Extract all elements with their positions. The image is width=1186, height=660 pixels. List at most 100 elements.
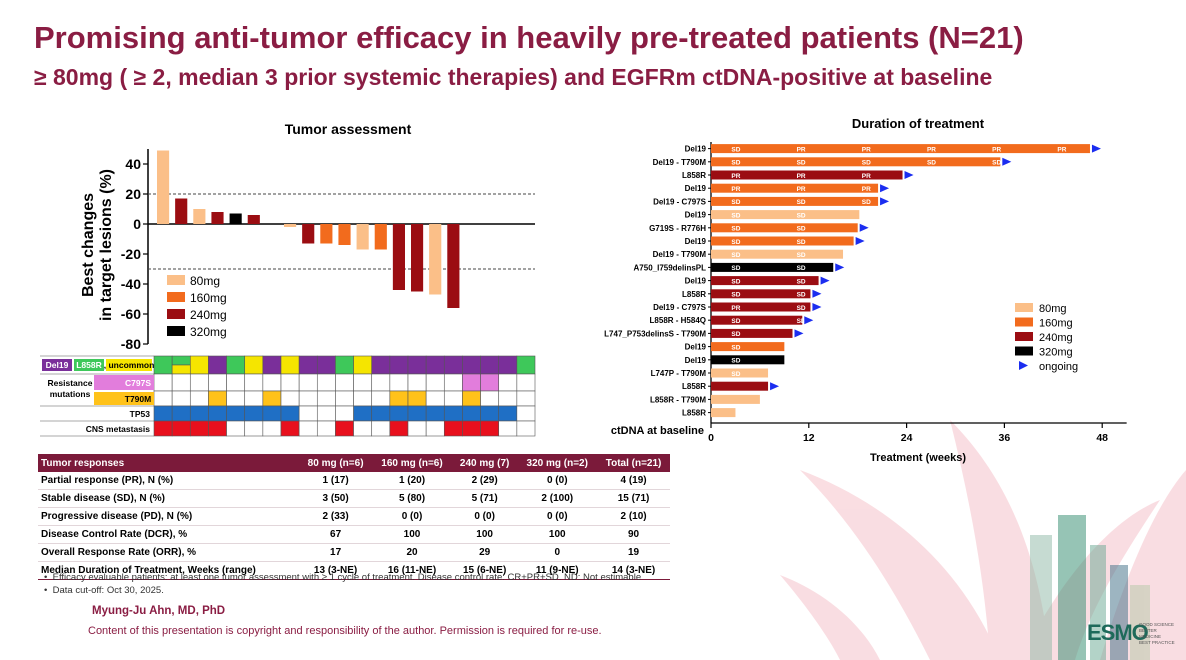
waterfall-legend-label: 160mg — [190, 291, 227, 305]
mutation-cell — [298, 390, 318, 407]
table-cell: 3 (50) — [299, 489, 373, 508]
t790m-label-bg — [94, 392, 154, 405]
mutation-cell — [244, 420, 264, 437]
swimmer-response-label: SD — [992, 160, 1001, 167]
swimmer-row-label: Del19 — [685, 343, 707, 352]
ongoing-arrow — [770, 382, 780, 391]
swimmer-response-label: SD — [731, 239, 740, 246]
mutation-cell — [425, 420, 445, 437]
mutation-cell — [298, 420, 318, 437]
swimmer-x-tick-label: 36 — [999, 432, 1011, 444]
swimmer-row-label: Del19 — [685, 184, 707, 193]
waterfall-bar — [338, 224, 351, 245]
ongoing-arrow — [812, 289, 822, 298]
tp53-label: TP53 — [130, 409, 151, 419]
mutation-cell — [353, 420, 373, 437]
table-row-label: Disease Control Rate (DCR), % — [38, 525, 300, 544]
mutation-cell — [262, 373, 282, 392]
table-cell: 16 (11-NE) — [372, 561, 452, 580]
swimmer-response-label: PR — [1057, 146, 1066, 153]
swimmer-legend-label: 160mg — [1039, 318, 1073, 330]
swimmer-x-tick-label: 24 — [901, 432, 913, 444]
swimmer-response-label: PR — [927, 146, 936, 153]
ongoing-arrow — [880, 184, 890, 193]
resistance-label-2: mutations — [50, 389, 91, 399]
swimmer-response-label: SD — [731, 331, 740, 338]
table-cell: 2 (29) — [451, 472, 518, 490]
mutation-cell — [153, 373, 173, 392]
mutation-cell — [316, 373, 336, 392]
mutation-cell — [443, 420, 463, 437]
swimmer-row-label: Del19 - C797S — [653, 303, 707, 312]
mutation-cell — [262, 405, 282, 422]
slide-subtitle: ≥ 80mg ( ≥ 2, median 3 prior systemic th… — [34, 64, 993, 90]
mutation-cell — [407, 390, 427, 407]
mutation-cell — [208, 355, 227, 375]
mutation-cell — [244, 405, 264, 422]
waterfall-bar — [175, 198, 188, 224]
mutation-cell — [462, 420, 481, 437]
swimmer-response-label: PR — [862, 173, 871, 180]
table-header-cell: 240 mg (7) — [451, 454, 518, 472]
table-row-label: Median Duration of Treatment, Weeks (ran… — [38, 561, 300, 580]
mutation-cell — [280, 420, 300, 437]
mutation-cell — [443, 373, 463, 392]
swimmer-response-label: PR — [992, 146, 1001, 153]
table-cell: 4 (19) — [597, 472, 670, 490]
slide-title: Promising anti-tumor efficacy in heavily… — [34, 20, 1024, 55]
mutation-cell — [498, 373, 518, 392]
waterfall-bar — [302, 224, 315, 244]
swimmer-row-label: Del19 — [685, 145, 707, 154]
mutation-cell — [189, 420, 209, 437]
swimmer-x-tick-label: 0 — [708, 432, 714, 444]
waterfall-bar — [229, 213, 242, 224]
waterfall-title: Tumor assessment — [285, 121, 412, 137]
waterfall-y-tick-label: -20 — [121, 246, 141, 262]
mutation-cell — [371, 373, 391, 392]
swimmer-response-label: SD — [797, 160, 806, 167]
swimmer-x-tick-label: 48 — [1096, 432, 1108, 444]
esmo-logo: ESMO GOOD SCIENCE BETTER MEDICINE BEST P… — [1087, 620, 1179, 648]
swimmer-row-label: L747_P753delinsS - T790M — [604, 329, 706, 338]
mutation-cell — [425, 390, 445, 407]
mutation-cell — [335, 405, 354, 422]
footnote-text-2: Data cut-off: Oct 30, 2025. — [52, 585, 164, 596]
swimmer-bar — [711, 144, 1090, 154]
mutation-cell — [262, 355, 282, 375]
tumor-response-table: Tumor responses 80 mg (n=6) 160 mg (n=6) 24… — [38, 454, 670, 580]
swimmer-response-label: SD — [731, 318, 740, 325]
swimmer-bar — [711, 276, 819, 286]
resistance-label-1: Resistance — [48, 378, 93, 388]
logo-tagline-2: BETTER MEDICINE — [1139, 628, 1162, 639]
ongoing-arrow — [1091, 144, 1101, 153]
mutation-cell — [443, 405, 463, 422]
ongoing-arrow — [855, 237, 865, 245]
mutation-cell — [208, 420, 227, 437]
mutation-cell — [244, 355, 264, 375]
swimmer-response-label: SD — [862, 199, 871, 206]
waterfall-bar — [247, 215, 260, 224]
mutation-cell — [516, 390, 536, 407]
swimmer-bar — [711, 355, 785, 365]
waterfall-bar — [211, 212, 224, 224]
mutation-cell — [462, 355, 481, 375]
l858r-label-bg — [74, 359, 104, 371]
mutation-cell — [353, 405, 373, 422]
mutation-cell — [335, 420, 354, 437]
mutation-cell — [425, 373, 445, 392]
mutation-cell — [371, 355, 391, 375]
mutation-cell — [244, 390, 264, 407]
table-cell: 19 — [597, 543, 670, 562]
mutation-cell — [171, 364, 191, 375]
swimmer-legend-swatch — [1015, 346, 1033, 356]
mutation-cell — [353, 373, 373, 392]
waterfall-legend-label: 80mg — [190, 274, 220, 288]
swimmer-chart: Duration of treatment 0 12 24 36 48 Treatment … — [604, 116, 1127, 464]
mutation-cell — [298, 405, 318, 422]
mutation-cell — [480, 355, 500, 375]
swimmer-response-label: SD — [797, 318, 806, 325]
swimmer-response-label: PR — [731, 186, 740, 193]
table-row-label: Stable disease (SD), N (%) — [38, 489, 300, 508]
swimmer-response-label: SD — [797, 292, 806, 299]
